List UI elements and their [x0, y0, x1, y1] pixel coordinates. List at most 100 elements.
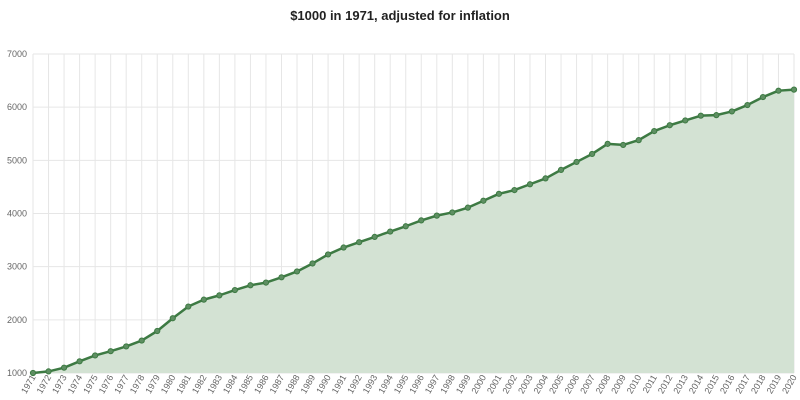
data-point[interactable]	[76, 358, 83, 365]
x-tick-label: 1982	[190, 373, 209, 395]
data-point[interactable]	[744, 101, 751, 109]
x-tick-label: 1993	[361, 373, 380, 395]
x-tick-label: 1980	[159, 373, 178, 395]
data-point[interactable]	[185, 303, 192, 310]
data-point[interactable]	[604, 140, 611, 147]
y-tick-label: 2000	[7, 315, 27, 325]
x-tick-label: 2012	[656, 373, 675, 395]
data-point[interactable]	[713, 112, 720, 119]
data-point[interactable]	[449, 209, 456, 216]
x-tick-label: 2014	[687, 373, 706, 395]
data-point[interactable]	[324, 251, 332, 258]
x-tick-label: 1972	[35, 373, 54, 395]
x-tick-label: 1995	[392, 373, 411, 395]
x-tick-label: 1999	[454, 373, 473, 395]
data-point[interactable]	[573, 158, 580, 166]
data-point[interactable]	[45, 368, 52, 375]
data-point[interactable]	[309, 260, 316, 267]
data-point[interactable]	[402, 223, 409, 230]
data-point[interactable]	[480, 197, 487, 204]
data-point[interactable]	[200, 296, 207, 303]
data-point[interactable]	[511, 187, 518, 194]
y-axis: 1000 2000 3000 4000 5000 6000 7000	[7, 49, 27, 378]
x-tick-label: 1989	[299, 373, 318, 395]
data-point[interactable]	[620, 141, 627, 149]
data-point[interactable]	[542, 175, 549, 182]
x-tick-label: 1973	[50, 373, 69, 395]
x-tick-label: 1985	[236, 373, 255, 395]
data-point[interactable]	[728, 108, 735, 115]
x-tick-label: 2004	[532, 373, 551, 395]
x-tick-label: 2007	[578, 373, 597, 395]
y-tick-label: 1000	[7, 368, 27, 378]
data-point[interactable]	[107, 348, 114, 355]
x-axis: 1971197219731974197519761977197819791980…	[19, 373, 799, 395]
x-tick-label: 1981	[174, 373, 193, 395]
x-tick-label: 1990	[314, 373, 333, 395]
x-tick-label: 2017	[733, 373, 752, 395]
x-tick-label: 1992	[345, 373, 364, 395]
data-point[interactable]	[635, 137, 642, 144]
data-point[interactable]	[495, 190, 503, 197]
data-point[interactable]	[790, 86, 798, 93]
data-point[interactable]	[92, 352, 99, 359]
x-tick-label: 2008	[594, 373, 613, 395]
data-point[interactable]	[356, 239, 363, 246]
data-point[interactable]	[666, 122, 673, 129]
data-point[interactable]	[433, 212, 440, 219]
x-tick-label: 1974	[66, 373, 85, 395]
data-point[interactable]	[557, 166, 565, 174]
data-point[interactable]	[775, 87, 782, 94]
y-tick-label: 6000	[7, 102, 27, 112]
y-tick-label: 7000	[7, 49, 27, 59]
x-tick-label: 2020	[780, 373, 799, 395]
data-point[interactable]	[262, 279, 270, 286]
y-tick-label: 5000	[7, 155, 27, 165]
y-tick-label: 4000	[7, 209, 27, 219]
x-tick-label: 1994	[376, 373, 395, 395]
data-point[interactable]	[697, 112, 704, 119]
data-point[interactable]	[589, 150, 596, 158]
data-point[interactable]	[169, 315, 176, 322]
data-point[interactable]	[682, 117, 689, 124]
x-tick-label: 1983	[205, 373, 224, 395]
x-tick-label: 2001	[485, 373, 504, 395]
x-tick-label: 2002	[501, 373, 520, 395]
x-tick-label: 2015	[702, 373, 721, 395]
data-point[interactable]	[418, 217, 425, 224]
data-point[interactable]	[526, 181, 534, 188]
x-tick-label: 2013	[671, 373, 690, 395]
x-tick-label: 2000	[469, 373, 488, 395]
x-tick-label: 2009	[609, 373, 628, 395]
data-point[interactable]	[293, 268, 301, 275]
x-tick-label: 1978	[128, 373, 147, 395]
x-tick-label: 1986	[252, 373, 271, 395]
point-layer	[29, 86, 798, 377]
data-point[interactable]	[278, 274, 285, 281]
x-tick-label: 1991	[330, 373, 349, 395]
x-tick-label: 1987	[268, 373, 287, 395]
data-point[interactable]	[231, 286, 238, 294]
data-point[interactable]	[138, 337, 145, 344]
x-tick-label: 1984	[221, 373, 240, 395]
area-fill	[33, 89, 794, 373]
data-point[interactable]	[371, 233, 378, 240]
data-point[interactable]	[759, 93, 767, 101]
x-tick-label: 1997	[423, 373, 442, 395]
data-point[interactable]	[464, 204, 471, 211]
data-point[interactable]	[60, 364, 68, 371]
x-tick-label: 2018	[749, 373, 768, 395]
data-point[interactable]	[340, 244, 347, 251]
x-tick-label: 1977	[112, 373, 131, 395]
data-point[interactable]	[651, 127, 658, 135]
area-layer	[33, 89, 794, 373]
data-point[interactable]	[154, 327, 161, 335]
x-tick-label: 1998	[438, 373, 457, 395]
data-point[interactable]	[387, 228, 394, 235]
data-point[interactable]	[216, 292, 223, 299]
data-point[interactable]	[247, 282, 254, 289]
data-point[interactable]	[123, 343, 130, 350]
data-point[interactable]	[29, 369, 37, 377]
